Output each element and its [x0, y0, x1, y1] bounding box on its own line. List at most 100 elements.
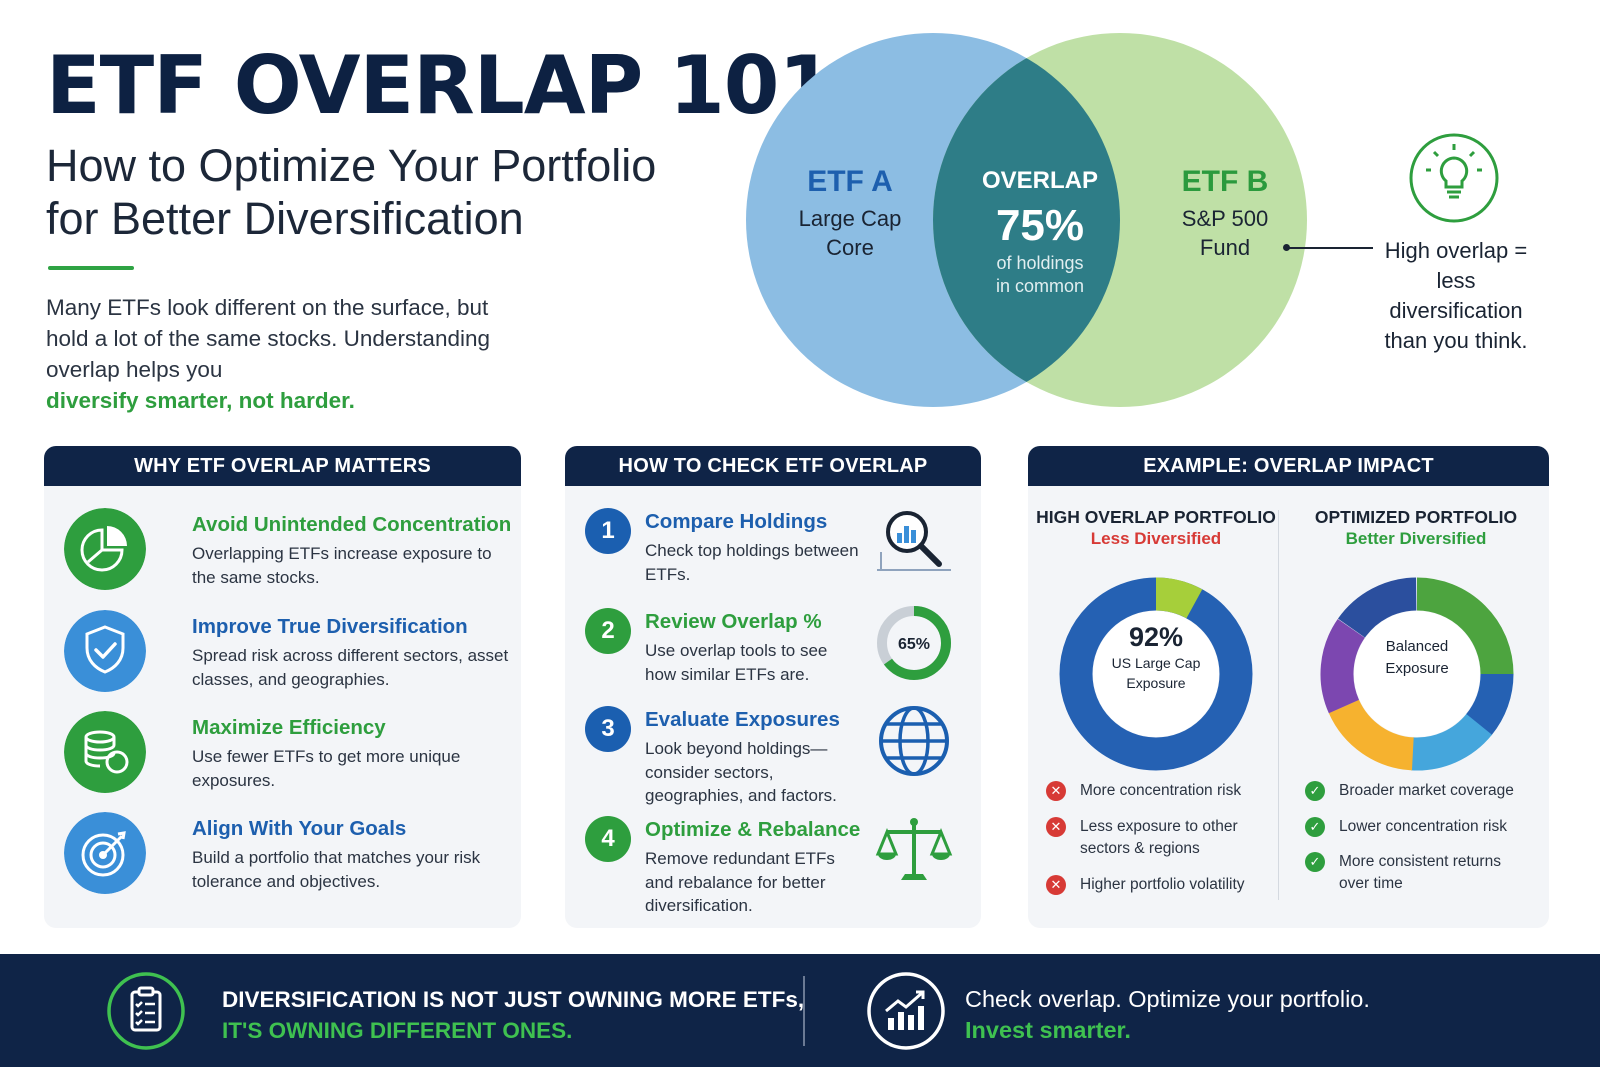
intro-body: Many ETFs look different on the surface,… — [46, 295, 491, 382]
optimized-center: Balanced Exposure — [1347, 636, 1487, 680]
coins-stack-icon — [64, 711, 146, 793]
pie-chart-icon — [64, 508, 146, 590]
x-circle-icon: ✕ — [1046, 781, 1066, 801]
how-panel: HOW TO CHECK ETF OVERLAP 1 Compare Holdi… — [565, 446, 981, 928]
intro-text: Many ETFs look different on the surface,… — [46, 292, 506, 416]
etf-a-line2: Core — [826, 235, 874, 260]
high-overlap-value: 92% — [1128, 622, 1184, 652]
overlap-value: 75% — [995, 201, 1085, 250]
x-circle-icon: ✕ — [1046, 875, 1066, 895]
check-circle-icon: ✓ — [1305, 781, 1325, 801]
why-item-title: Align With Your Goals — [192, 817, 407, 840]
overlap-title: OVERLAP — [981, 167, 1098, 194]
bullet-text: More concentration risk — [1080, 782, 1242, 799]
optimized-bullet: ✓ Lower concentration risk — [1305, 816, 1535, 838]
why-item-desc: Use fewer ETFs to get more unique exposu… — [192, 747, 461, 790]
check-circle-icon: ✓ — [1305, 852, 1325, 872]
bullet-text: More consistent returns over time — [1339, 853, 1501, 892]
footer-divider — [803, 976, 805, 1046]
why-item-desc: Spread risk across different sectors, as… — [192, 646, 509, 689]
title-underline — [48, 266, 134, 270]
bullet-text: Broader market coverage — [1339, 782, 1514, 799]
subtitle-line-1: How to Optimize Your Portfolio — [46, 140, 657, 191]
high-overlap-subtitle: Less Diversified — [1090, 529, 1222, 548]
why-item-desc: Overlapping ETFs increase exposure to th… — [192, 544, 492, 587]
bullet-text: Higher portfolio volatility — [1080, 876, 1245, 893]
footer-line2: Check overlap. Optimize your portfolio. — [965, 986, 1370, 1012]
optimized-center-line2: Exposure — [1385, 660, 1449, 677]
overlap-line1: of holdings — [996, 253, 1084, 273]
step-number: 3 — [585, 706, 631, 752]
etf-b-label: ETF B S&P 500 Fund — [1140, 164, 1310, 262]
step-desc: Check top holdings between ETFs. — [645, 541, 859, 584]
optimized-subtitle: Better Diversified — [1345, 529, 1487, 548]
example-panel-header: EXAMPLE: OVERLAP IMPACT — [1028, 446, 1549, 486]
bullet-text: Lower concentration risk — [1339, 818, 1507, 835]
step-number: 4 — [585, 816, 631, 862]
page-title: ETF OVERLAP 101: — [46, 39, 865, 132]
page-subtitle: How to Optimize Your Portfolio for Bette… — [46, 139, 746, 245]
high-overlap-bullet: ✕ More concentration risk — [1046, 780, 1276, 802]
optimized-center-line1: Balanced — [1385, 638, 1449, 655]
etf-a-line1: Large Cap — [798, 206, 902, 231]
etf-b-title: ETF B — [1181, 165, 1269, 198]
overlap-label: OVERLAP 75% of holdings in common — [945, 166, 1135, 298]
footer-line2-highlight: Invest smarter. — [965, 1017, 1131, 1043]
optimized-bullet: ✓ More consistent returns over time — [1305, 851, 1535, 895]
why-item-title: Maximize Efficiency — [192, 716, 386, 739]
pointer-dot — [1283, 244, 1290, 251]
overlap-note: High overlap = less diversification than… — [1384, 238, 1528, 353]
x-circle-icon: ✕ — [1046, 817, 1066, 837]
ring-value: 65% — [898, 636, 930, 653]
step-number: 1 — [585, 508, 631, 554]
why-item-title: Improve True Diversification — [192, 615, 468, 638]
percent-ring-icon: 65% — [877, 606, 951, 680]
why-item-desc: Build a portfolio that matches your risk… — [192, 848, 481, 891]
why-panel-header: WHY ETF OVERLAP MATTERS — [44, 446, 521, 486]
high-overlap-center-line2: Exposure — [1126, 675, 1186, 691]
how-panel-header: HOW TO CHECK ETF OVERLAP — [565, 446, 981, 486]
subtitle-line-2: for Better Diversification — [46, 193, 524, 244]
footer-message-1: DIVERSIFICATION IS NOT JUST OWNING MORE … — [222, 984, 804, 1046]
step-title: Evaluate Exposures — [645, 708, 840, 731]
footer-line1-highlight: IT'S OWNING DIFFERENT ONES. — [222, 1018, 573, 1043]
magnifier-chart-icon — [877, 511, 951, 571]
column-divider — [1278, 510, 1279, 900]
optimized-title: OPTIMIZED PORTFOLIO — [1314, 507, 1518, 527]
growth-chart-icon — [867, 972, 945, 1050]
footer-message-2: Check overlap. Optimize your portfolio. … — [965, 984, 1370, 1046]
optimized-donut — [1320, 577, 1514, 771]
shield-check-icon — [64, 610, 146, 692]
venn-overlap — [933, 33, 1120, 407]
step-number: 2 — [585, 608, 631, 654]
step-desc: Use overlap tools to see how similar ETF… — [645, 641, 828, 684]
step-title: Review Overlap % — [645, 610, 822, 633]
high-overlap-heading: HIGH OVERLAP PORTFOLIO Less Diversified — [1036, 506, 1276, 550]
etf-b-line1: S&P 500 — [1181, 206, 1269, 231]
high-overlap-title: HIGH OVERLAP PORTFOLIO — [1036, 507, 1276, 527]
optimized-bullet: ✓ Broader market coverage — [1305, 780, 1535, 802]
intro-highlight: diversify smarter, not harder. — [46, 388, 355, 413]
step-desc: Look beyond holdings—consider sectors, g… — [645, 739, 837, 805]
footer-line1: DIVERSIFICATION IS NOT JUST OWNING MORE … — [222, 987, 805, 1012]
lightbulb-icon — [1409, 133, 1499, 223]
clipboard-checklist-icon — [107, 972, 185, 1050]
etf-a-label: ETF A Large Cap Core — [770, 164, 930, 262]
high-overlap-bullet: ✕ Higher portfolio volatility — [1046, 874, 1276, 896]
etf-b-line2: Fund — [1199, 235, 1251, 260]
high-overlap-bullet: ✕ Less exposure to other sectors & regio… — [1046, 816, 1276, 860]
footer-banner: DIVERSIFICATION IS NOT JUST OWNING MORE … — [0, 954, 1600, 1067]
optimized-heading: OPTIMIZED PORTFOLIO Better Diversified — [1296, 506, 1536, 550]
why-panel: WHY ETF OVERLAP MATTERS Avoid Unintended… — [44, 446, 521, 928]
venn-diagram — [746, 33, 1307, 407]
high-overlap-center: 92% US Large Cap Exposure — [1086, 621, 1226, 693]
globe-icon — [879, 706, 949, 776]
step-title: Compare Holdings — [645, 510, 828, 533]
etf-a-title: ETF A — [807, 165, 893, 198]
pointer-line — [1289, 247, 1373, 249]
step-desc: Remove redundant ETFs and rebalance for … — [645, 849, 835, 915]
high-overlap-donut — [1059, 577, 1253, 771]
bullet-text: Less exposure to other sectors & regions — [1080, 818, 1238, 857]
example-panel: EXAMPLE: OVERLAP IMPACT HIGH OVERLAP POR… — [1028, 446, 1549, 928]
target-icon — [64, 812, 146, 894]
